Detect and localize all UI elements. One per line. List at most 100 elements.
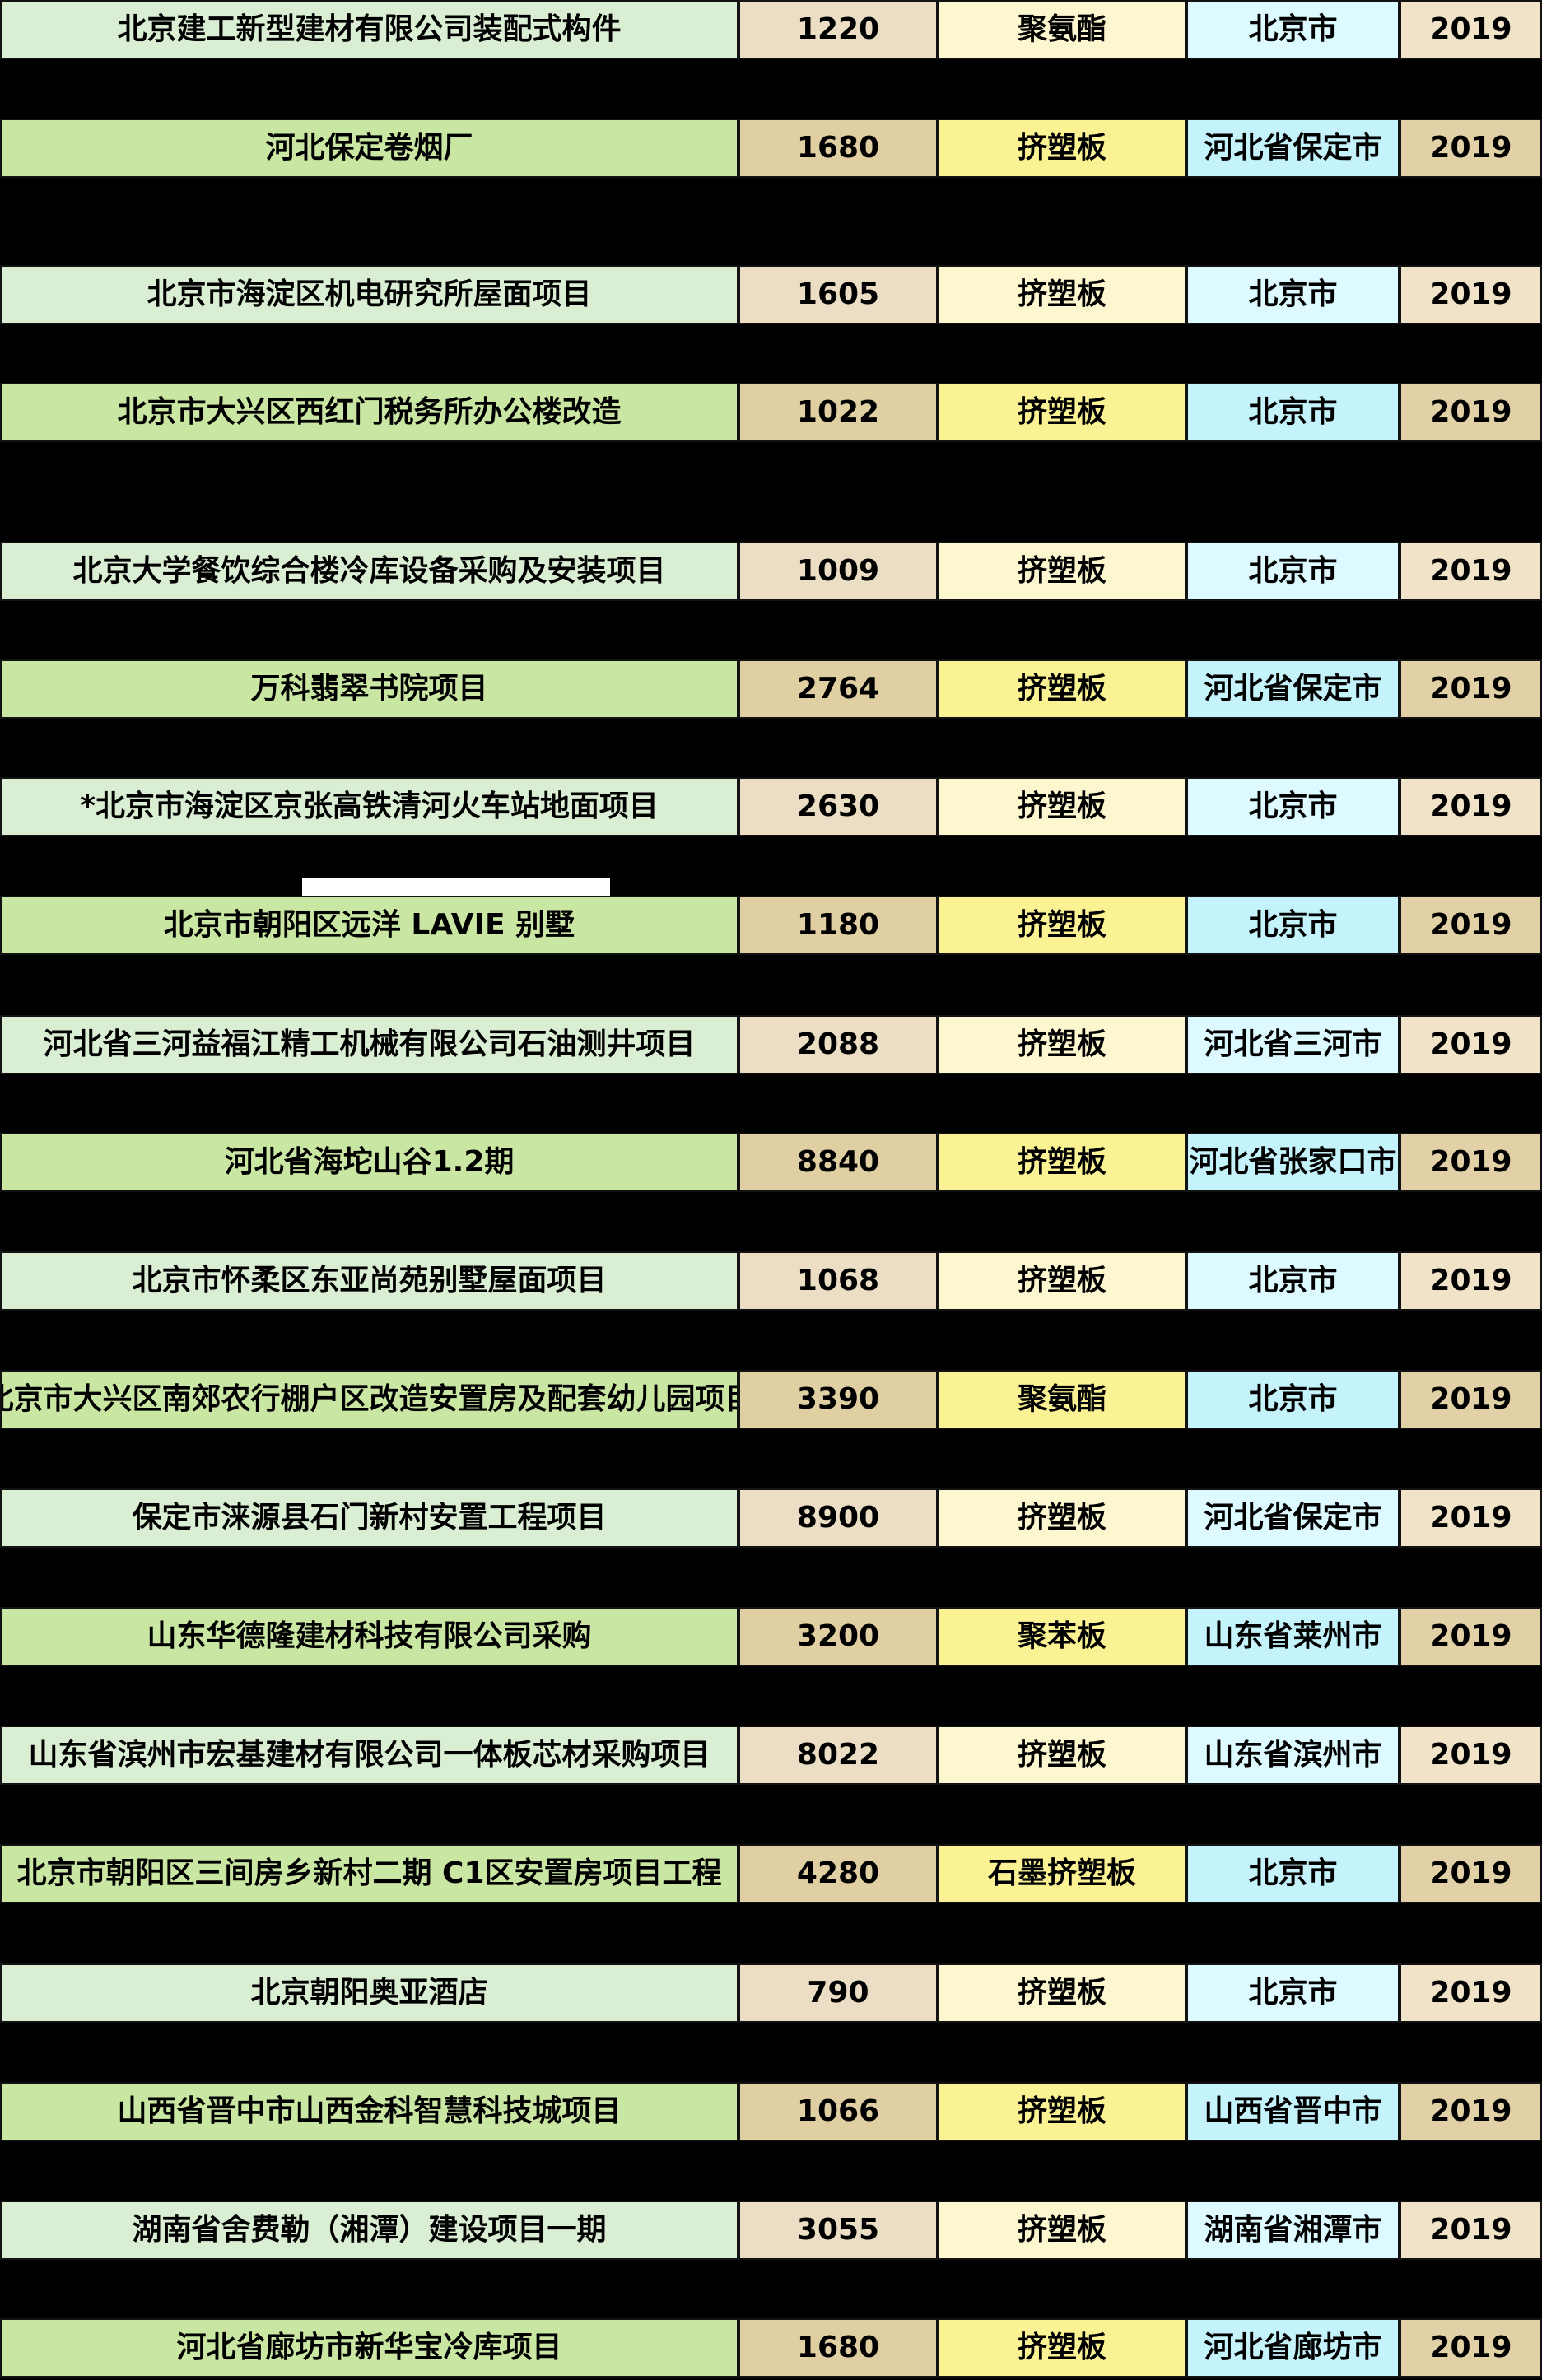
cell-location: 河北省保定市 xyxy=(1186,1488,1400,1548)
cell-material: 挤塑板 xyxy=(938,383,1186,442)
cell-project-name: 河北省三河益福江精工机械有限公司石油测井项目 xyxy=(0,1015,738,1074)
cell-location: 河北省廊坊市 xyxy=(1186,2318,1400,2378)
cell-location: 北京市 xyxy=(1186,542,1400,601)
cell-year: 2019 xyxy=(1400,1370,1542,1429)
table-row: 北京市怀柔区东亚尚苑别墅屋面项目 1068 挤塑板 北京市 2019 xyxy=(0,1251,1542,1311)
cell-material: 聚氨酯 xyxy=(938,1370,1186,1429)
cell-project-name: 河北省海坨山谷1.2期 xyxy=(0,1133,738,1192)
cell-year: 2019 xyxy=(1400,659,1542,719)
cell-project-name: 北京市朝阳区远洋 LAVIE 别墅 xyxy=(0,896,738,955)
cell-value: 1022 xyxy=(738,383,938,442)
cell-year: 2019 xyxy=(1400,119,1542,178)
cell-location: 山东省莱州市 xyxy=(1186,1607,1400,1666)
table-row: 北京市大兴区南郊农行棚户区改造安置房及配套幼儿园项目 3390 聚氨酯 北京市 2019 xyxy=(0,1370,1542,1429)
cell-year: 2019 xyxy=(1400,2082,1542,2141)
cell-year: 2019 xyxy=(1400,1963,1542,2023)
cell-value: 8900 xyxy=(738,1488,938,1548)
cell-year: 2019 xyxy=(1400,1488,1542,1548)
table-row: 北京大学餐饮综合楼冷库设备采购及安装项目 1009 挤塑板 北京市 2019 xyxy=(0,542,1542,601)
cell-year: 2019 xyxy=(1400,1133,1542,1192)
cell-value: 2088 xyxy=(738,1015,938,1074)
table-row: 山东省滨州市宏基建材有限公司一体板芯材采购项目 8022 挤塑板 山东省滨州市 2019 xyxy=(0,1726,1542,1785)
cell-location: 北京市 xyxy=(1186,265,1400,324)
cell-value: 8840 xyxy=(738,1133,938,1192)
cell-year: 2019 xyxy=(1400,1726,1542,1785)
table-row: 河北保定卷烟厂 1680 挤塑板 河北省保定市 2019 xyxy=(0,119,1542,178)
cell-material: 挤塑板 xyxy=(938,1251,1186,1311)
cell-year: 2019 xyxy=(1400,542,1542,601)
cell-value: 3055 xyxy=(738,2201,938,2260)
cell-material: 挤塑板 xyxy=(938,2201,1186,2260)
cell-project-name: 北京大学餐饮综合楼冷库设备采购及安装项目 xyxy=(0,542,738,601)
cell-project-name: 山西省晋中市山西金科智慧科技城项目 xyxy=(0,2082,738,2141)
cell-material: 挤塑板 xyxy=(938,1726,1186,1785)
table-row: 河北省海坨山谷1.2期 8840 挤塑板 河北省张家口市 2019 xyxy=(0,1133,1542,1192)
table-row: 北京市朝阳区远洋 LAVIE 别墅 1180 挤塑板 北京市 2019 xyxy=(0,896,1542,955)
cell-year: 2019 xyxy=(1400,383,1542,442)
cell-project-name: 保定市涞源县石门新村安置工程项目 xyxy=(0,1488,738,1548)
cell-project-name: 北京市海淀区机电研究所屋面项目 xyxy=(0,265,738,324)
table-row: 山东华德隆建材科技有限公司采购 3200 聚苯板 山东省莱州市 2019 xyxy=(0,1607,1542,1666)
cell-value: 1680 xyxy=(738,119,938,178)
cell-year: 2019 xyxy=(1400,1015,1542,1074)
cell-material: 挤塑板 xyxy=(938,2318,1186,2378)
cell-project-name: 北京朝阳奥亚酒店 xyxy=(0,1963,738,2023)
cell-material: 挤塑板 xyxy=(938,1133,1186,1192)
cell-material: 挤塑板 xyxy=(938,1963,1186,2023)
cell-material: 石墨挤塑板 xyxy=(938,1844,1186,1903)
cell-project-name: *北京市海淀区京张高铁清河火车站地面项目 xyxy=(0,777,738,836)
cell-year: 2019 xyxy=(1400,1251,1542,1311)
cell-value: 1009 xyxy=(738,542,938,601)
cell-material: 挤塑板 xyxy=(938,659,1186,719)
cell-material: 挤塑板 xyxy=(938,265,1186,324)
cell-location: 山西省晋中市 xyxy=(1186,2082,1400,2141)
cell-location: 湖南省湘潭市 xyxy=(1186,2201,1400,2260)
table-row: 河北省廊坊市新华宝冷库项目 1680 挤塑板 河北省廊坊市 2019 xyxy=(0,2318,1542,2378)
cell-value: 2630 xyxy=(738,777,938,836)
cell-location: 北京市 xyxy=(1186,1251,1400,1311)
cell-year: 2019 xyxy=(1400,265,1542,324)
cell-location: 北京市 xyxy=(1186,777,1400,836)
cell-value: 1605 xyxy=(738,265,938,324)
cell-project-name: 北京市大兴区南郊农行棚户区改造安置房及配套幼儿园项目 xyxy=(0,1370,738,1429)
table-row: 山西省晋中市山西金科智慧科技城项目 1066 挤塑板 山西省晋中市 2019 xyxy=(0,2082,1542,2141)
cell-year: 2019 xyxy=(1400,896,1542,955)
cell-project-name: 山东华德隆建材科技有限公司采购 xyxy=(0,1607,738,1666)
cell-location: 山东省滨州市 xyxy=(1186,1726,1400,1785)
cell-value: 1680 xyxy=(738,2318,938,2378)
cell-material: 挤塑板 xyxy=(938,1015,1186,1074)
cell-material: 聚苯板 xyxy=(938,1607,1186,1666)
cell-year: 2019 xyxy=(1400,1607,1542,1666)
cell-value: 8022 xyxy=(738,1726,938,1785)
cell-year: 2019 xyxy=(1400,2318,1542,2378)
cell-project-name: 万科翡翠书院项目 xyxy=(0,659,738,719)
cell-location: 河北省保定市 xyxy=(1186,659,1400,719)
white-bar xyxy=(302,878,610,896)
cell-year: 2019 xyxy=(1400,2201,1542,2260)
cell-project-name: 北京市朝阳区三间房乡新村二期 C1区安置房项目工程 xyxy=(0,1844,738,1903)
cell-location: 河北省三河市 xyxy=(1186,1015,1400,1074)
cell-material: 挤塑板 xyxy=(938,542,1186,601)
cell-value: 1220 xyxy=(738,0,938,59)
table-row: 万科翡翠书院项目 2764 挤塑板 河北省保定市 2019 xyxy=(0,659,1542,719)
cell-project-name: 北京建工新型建材有限公司装配式构件 xyxy=(0,0,738,59)
cell-location: 北京市 xyxy=(1186,896,1400,955)
table-row: 北京市朝阳区三间房乡新村二期 C1区安置房项目工程 4280 石墨挤塑板 北京市 201… xyxy=(0,1844,1542,1903)
cell-project-name: 湖南省舍费勒（湘潭）建设项目一期 xyxy=(0,2201,738,2260)
table-row: 北京市大兴区西红门税务所办公楼改造 1022 挤塑板 北京市 2019 xyxy=(0,383,1542,442)
cell-material: 挤塑板 xyxy=(938,2082,1186,2141)
cell-location: 北京市 xyxy=(1186,0,1400,59)
cell-value: 790 xyxy=(738,1963,938,2023)
table-row: 北京朝阳奥亚酒店 790 挤塑板 北京市 2019 xyxy=(0,1963,1542,2023)
cell-material: 挤塑板 xyxy=(938,119,1186,178)
cell-material: 挤塑板 xyxy=(938,1488,1186,1548)
cell-year: 2019 xyxy=(1400,777,1542,836)
table-row: *北京市海淀区京张高铁清河火车站地面项目 2630 挤塑板 北京市 2019 xyxy=(0,777,1542,836)
cell-year: 2019 xyxy=(1400,1844,1542,1903)
cell-value: 3200 xyxy=(738,1607,938,1666)
cell-value: 2764 xyxy=(738,659,938,719)
cell-value: 1180 xyxy=(738,896,938,955)
cell-location: 北京市 xyxy=(1186,1844,1400,1903)
cell-project-name: 河北省廊坊市新华宝冷库项目 xyxy=(0,2318,738,2378)
